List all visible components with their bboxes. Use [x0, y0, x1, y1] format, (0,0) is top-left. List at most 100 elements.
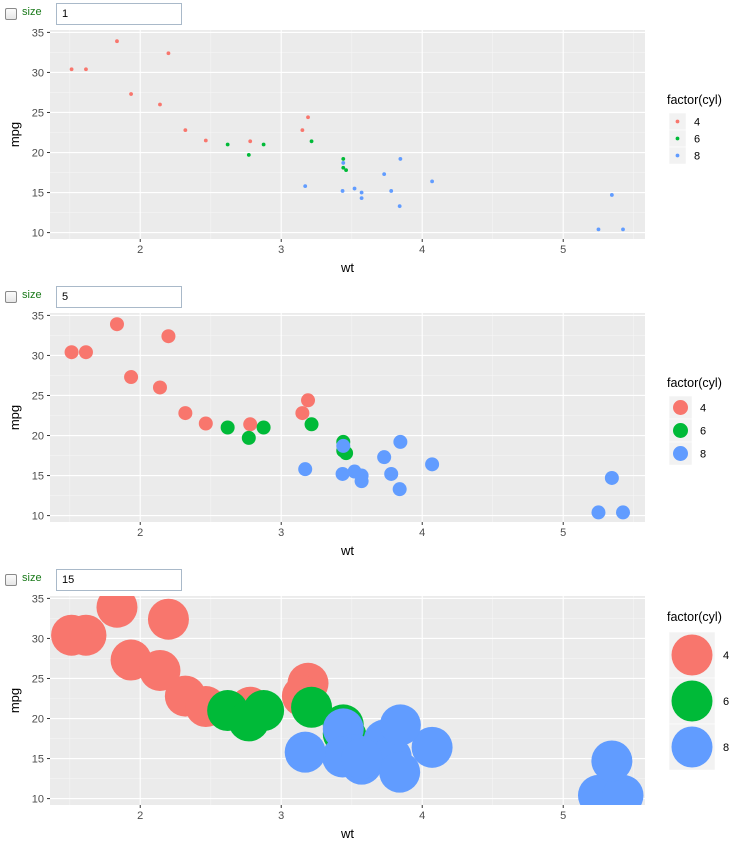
legend-symbol-cyl-6 — [671, 680, 713, 722]
data-point-cyl-8 — [609, 193, 614, 197]
y-tick-label: 35 — [32, 593, 44, 605]
data-point-cyl-4 — [96, 596, 138, 628]
plot-panel-1: size 2 3 4 5 10 15 20 25 30 35 wt mpg factor(cyl) 4 6 8 — [0, 0, 740, 283]
legend-label: 8 — [723, 742, 729, 754]
data-point-cyl-8 — [397, 204, 402, 209]
x-tick-label: 5 — [560, 810, 566, 822]
points-layer — [64, 317, 631, 520]
size-checkbox[interactable] — [5, 291, 17, 303]
data-point-cyl-8 — [621, 227, 625, 232]
x-tick-label: 3 — [278, 527, 284, 539]
y-tick-label: 10 — [32, 228, 44, 240]
data-point-cyl-4 — [295, 406, 310, 421]
data-point-cyl-4 — [166, 51, 171, 56]
data-point-cyl-4 — [306, 115, 310, 120]
size-input[interactable] — [56, 286, 182, 308]
data-point-cyl-8 — [602, 774, 644, 805]
data-point-cyl-8 — [604, 470, 619, 485]
points-layer — [51, 596, 644, 805]
data-point-cyl-6 — [309, 139, 314, 144]
y-tick-label: 25 — [32, 673, 44, 685]
y-tick-label: 35 — [32, 27, 44, 39]
y-tick-label: 25 — [32, 107, 44, 119]
data-point-cyl-4 — [248, 139, 253, 144]
legend-label: 6 — [723, 696, 729, 708]
x-tick-label: 5 — [560, 527, 566, 539]
data-point-cyl-6 — [304, 417, 319, 432]
size-checkbox[interactable] — [5, 574, 17, 586]
data-point-cyl-8 — [393, 434, 408, 449]
legend-label: 8 — [694, 151, 700, 163]
data-point-cyl-6 — [341, 157, 346, 161]
x-tick-label: 4 — [419, 527, 425, 539]
data-point-cyl-8 — [359, 196, 364, 201]
data-point-cyl-8 — [430, 179, 434, 184]
legend-symbol-cyl-4 — [671, 634, 713, 676]
data-point-cyl-8 — [298, 462, 313, 477]
data-point-cyl-4 — [51, 614, 93, 656]
plot-background — [50, 30, 645, 239]
x-tick-label: 2 — [137, 244, 143, 256]
data-point-cyl-8 — [591, 740, 633, 782]
data-point-cyl-4 — [139, 649, 181, 691]
legend-symbol-cyl-8 — [671, 726, 713, 768]
data-point-cyl-6 — [220, 420, 235, 435]
data-point-cyl-4 — [178, 406, 193, 421]
x-axis-title: wt — [340, 826, 354, 841]
size-checkbox[interactable] — [5, 8, 17, 20]
data-point-cyl-6 — [246, 153, 251, 157]
y-tick-label: 30 — [32, 633, 44, 645]
data-point-cyl-8 — [354, 468, 369, 483]
plot-panel-3: size 2 3 4 5 10 15 20 25 30 35 wt mpg factor(cyl) 4 6 8 — [0, 566, 740, 849]
data-point-cyl-4 — [243, 417, 258, 432]
size-label: size — [22, 6, 42, 18]
data-point-cyl-8 — [341, 738, 383, 780]
data-point-cyl-8 — [411, 726, 453, 768]
plot-background — [50, 313, 645, 522]
y-tick-label: 30 — [32, 67, 44, 79]
data-point-cyl-8 — [303, 184, 308, 189]
x-axis-title: wt — [340, 543, 354, 558]
y-axis-title: mpg — [7, 122, 22, 147]
data-point-cyl-8 — [389, 189, 394, 193]
data-point-cyl-6 — [341, 165, 346, 170]
data-point-cyl-8 — [377, 450, 392, 465]
y-tick-label: 10 — [32, 794, 44, 806]
size-input[interactable] — [56, 3, 182, 25]
y-tick-label: 35 — [32, 310, 44, 322]
data-point-cyl-6 — [225, 142, 230, 147]
data-point-cyl-8 — [336, 438, 351, 453]
data-point-cyl-8 — [591, 505, 606, 520]
size-label: size — [22, 572, 42, 584]
legend-symbol-cyl-8 — [673, 446, 688, 461]
data-point-cyl-4 — [300, 128, 305, 132]
data-point-cyl-4 — [115, 39, 119, 44]
data-point-cyl-4 — [129, 92, 133, 96]
plot-panel-2: size 2 3 4 5 10 15 20 25 30 35 wt mpg factor(cyl) 4 6 8 — [0, 283, 740, 566]
data-point-cyl-8 — [425, 457, 440, 472]
data-point-cyl-6 — [241, 430, 256, 445]
x-tick-label: 3 — [278, 244, 284, 256]
y-tick-label: 10 — [32, 511, 44, 523]
data-point-cyl-8 — [359, 190, 364, 195]
data-point-cyl-4 — [78, 345, 93, 360]
data-point-cyl-4 — [109, 317, 124, 332]
legend-title: factor(cyl) — [667, 93, 722, 107]
legend-label: 8 — [700, 449, 706, 461]
data-point-cyl-8 — [335, 466, 350, 481]
legend-symbol-cyl-4 — [675, 119, 680, 124]
data-point-cyl-6 — [291, 686, 333, 728]
data-point-cyl-4 — [69, 67, 74, 72]
data-point-cyl-8 — [392, 482, 407, 497]
legend-symbol-cyl-8 — [675, 153, 680, 158]
data-point-cyl-8 — [382, 172, 387, 177]
data-point-cyl-8 — [398, 157, 403, 161]
scatter-plot-2: 2 3 4 5 10 15 20 25 30 35 wt mpg factor(cyl) 4 6 8 — [7, 310, 722, 558]
data-point-cyl-4 — [158, 102, 162, 107]
size-input[interactable] — [56, 569, 182, 591]
legend-label: 4 — [700, 403, 706, 415]
x-axis-title: wt — [340, 260, 354, 275]
legend-title: factor(cyl) — [667, 376, 722, 390]
legend-title: factor(cyl) — [667, 610, 722, 624]
data-point-cyl-8 — [352, 186, 357, 191]
